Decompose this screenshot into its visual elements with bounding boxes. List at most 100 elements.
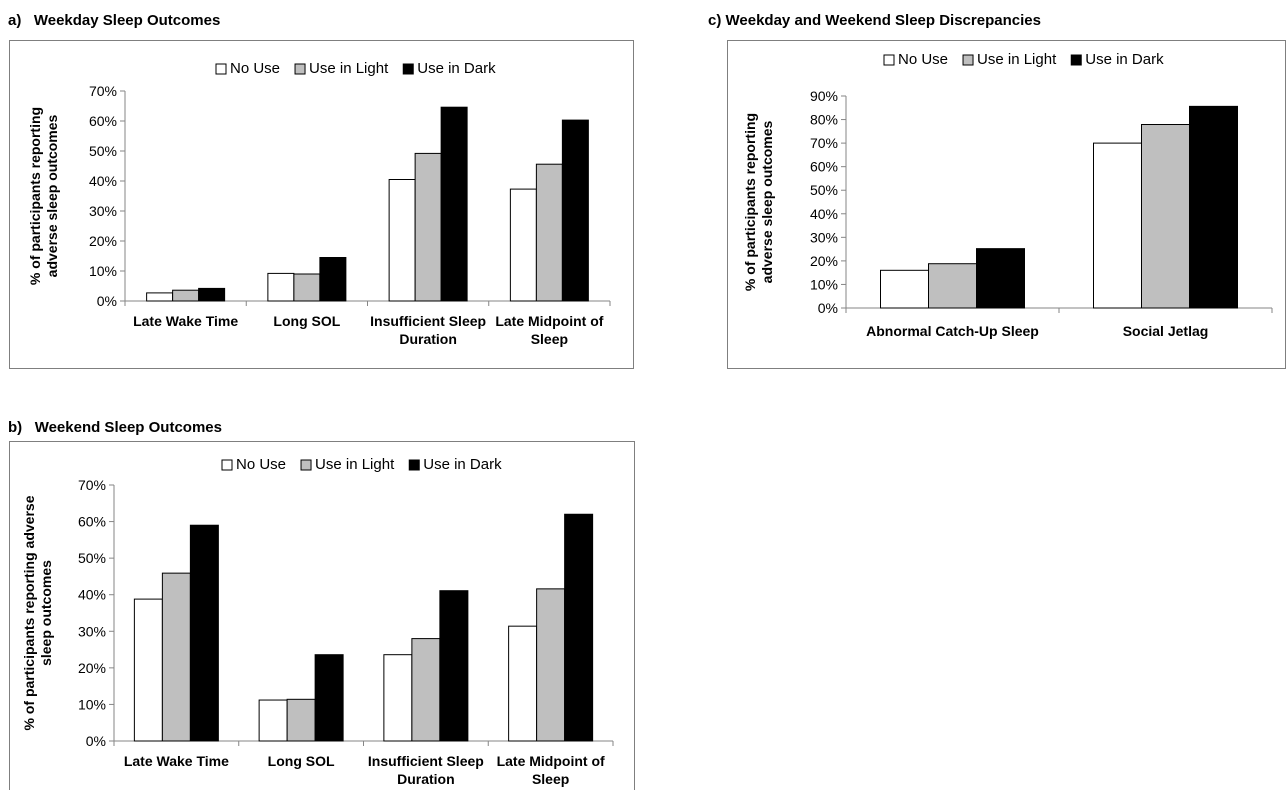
chart-c: No Use Use in Light Use in Dark 0% 10% 20% 30%…	[742, 51, 1273, 339]
bar-no-use-0	[146, 292, 174, 302]
bar-no-use-2	[388, 179, 416, 302]
legend-swatch-1	[294, 63, 306, 75]
bar-use-in-light-2	[414, 152, 442, 302]
bar-use-in-dark-3	[561, 119, 589, 302]
y-tick-label: 70%	[78, 477, 106, 493]
panel-b-title-text: Weekend Sleep Outcomes	[34, 419, 222, 436]
y-tick-label: 20%	[810, 253, 838, 269]
legend-swatch-2	[1070, 54, 1082, 66]
legend-label-1: Use in Light	[977, 51, 1057, 68]
chart-a: No Use Use in Light Use in Dark 0% 10% 20% 30%…	[27, 60, 611, 347]
x-category-label: Duration	[399, 331, 457, 347]
y-tick-label: 70%	[810, 135, 838, 151]
bar-use-in-light-1	[1141, 124, 1190, 309]
bar-no-use-2	[383, 654, 413, 742]
y-axis-title-line-1: adverse sleep outcomes	[44, 114, 60, 277]
x-category-label: Social Jetlag	[1123, 323, 1209, 339]
y-tick-label: 20%	[78, 660, 106, 676]
y-tick-label: 60%	[78, 514, 106, 530]
y-tick-label: 50%	[810, 182, 838, 198]
y-tick-label: 10%	[89, 263, 117, 279]
x-category-label: Duration	[397, 771, 455, 787]
y-tick-label: 0%	[818, 300, 838, 316]
panel-a-letter: a)	[8, 12, 22, 29]
bar-no-use-1	[258, 699, 288, 742]
y-tick-label: 40%	[810, 206, 838, 222]
bar-use-in-dark-3	[564, 513, 594, 742]
legend-label-0: No Use	[898, 51, 948, 68]
panel-b-letter: b)	[8, 419, 23, 436]
x-category-label: Late Wake Time	[124, 753, 229, 769]
chart-b: No Use Use in Light Use in Dark 0% 10% 20% 30%…	[21, 456, 614, 787]
bar-use-in-dark-1	[314, 654, 344, 742]
legend-swatch-1	[300, 459, 312, 471]
bar-use-in-dark-0	[189, 524, 219, 742]
bar-use-in-dark-1	[319, 257, 347, 302]
bar-no-use-1	[267, 272, 295, 302]
x-category-label: Long SOL	[268, 753, 335, 769]
y-tick-label: 10%	[78, 696, 106, 712]
x-category-label: Long SOL	[273, 313, 340, 329]
legend-swatch-0	[221, 459, 233, 471]
y-tick-label: 40%	[78, 587, 106, 603]
bar-no-use-3	[508, 625, 538, 742]
y-tick-label: 80%	[810, 112, 838, 128]
legend-label-2: Use in Dark	[417, 60, 496, 77]
y-tick-label: 30%	[810, 229, 838, 245]
y-axis-title-line-0: % of participants reporting	[27, 107, 43, 285]
legend-label-2: Use in Dark	[423, 456, 502, 473]
legend-swatch-0	[883, 54, 895, 66]
bar-no-use-0	[133, 598, 163, 742]
legend-label-0: No Use	[236, 456, 286, 473]
x-category-label: Abnormal Catch-Up Sleep	[866, 323, 1039, 339]
bar-use-in-light-0	[172, 289, 200, 302]
bar-use-in-light-0	[161, 572, 191, 742]
bar-use-in-light-2	[411, 638, 441, 742]
bar-use-in-dark-2	[440, 106, 468, 302]
bar-use-in-dark-1	[1189, 105, 1238, 309]
legend-swatch-1	[962, 54, 974, 66]
x-category-label: Late Midpoint of	[497, 753, 605, 769]
x-category-label: Late Wake Time	[133, 313, 238, 329]
y-tick-label: 60%	[89, 113, 117, 129]
panel-c-letter: c)	[708, 12, 722, 29]
y-axis-title-line-0: % of participants reporting	[742, 113, 758, 291]
y-tick-label: 90%	[810, 88, 838, 104]
y-tick-label: 40%	[89, 173, 117, 189]
y-tick-label: 20%	[89, 233, 117, 249]
legend-swatch-0	[215, 63, 227, 75]
x-category-label: Insufficient Sleep	[370, 313, 486, 329]
y-tick-label: 0%	[97, 293, 117, 309]
panel-a-title: a) Weekday Sleep Outcomes	[8, 12, 220, 29]
panel-a-title-text: Weekday Sleep Outcomes	[33, 12, 221, 29]
x-category-label: Sleep	[531, 331, 568, 347]
x-category-label: Insufficient Sleep	[368, 753, 484, 769]
y-axis-title-line-1: adverse sleep outcomes	[759, 120, 775, 283]
y-tick-label: 50%	[89, 143, 117, 159]
bar-use-in-light-3	[535, 163, 563, 302]
panel-c-title-text: Weekday and Weekend Sleep Discrepancies	[725, 12, 1041, 29]
panel-c-frame: No Use Use in Light Use in Dark 0% 10% 20% 30%…	[727, 40, 1286, 369]
y-tick-label: 10%	[810, 276, 838, 292]
legend-label-2: Use in Dark	[1085, 51, 1164, 68]
bar-no-use-0	[880, 269, 929, 309]
bar-use-in-light-0	[928, 263, 977, 309]
x-category-label: Sleep	[532, 771, 569, 787]
panel-a-frame: No Use Use in Light Use in Dark 0% 10% 20% 30%…	[9, 40, 634, 369]
legend-swatch-2	[402, 63, 414, 75]
bar-use-in-light-3	[536, 588, 566, 742]
legend-label-0: No Use	[230, 60, 280, 77]
bar-use-in-dark-0	[976, 248, 1025, 309]
legend-swatch-2	[408, 459, 420, 471]
y-tick-label: 70%	[89, 83, 117, 99]
y-tick-label: 30%	[78, 623, 106, 639]
bar-use-in-dark-2	[439, 590, 469, 742]
panel-b-title: b) Weekend Sleep Outcomes	[8, 419, 222, 436]
panel-c-title: c) Weekday and Weekend Sleep Discrepanci…	[708, 12, 1041, 29]
y-axis-title-line-1: sleep outcomes	[38, 560, 54, 666]
legend-label-1: Use in Light	[309, 60, 389, 77]
y-tick-label: 30%	[89, 203, 117, 219]
bar-use-in-light-1	[293, 273, 321, 302]
bar-use-in-dark-0	[198, 287, 226, 302]
y-tick-label: 0%	[86, 733, 106, 749]
